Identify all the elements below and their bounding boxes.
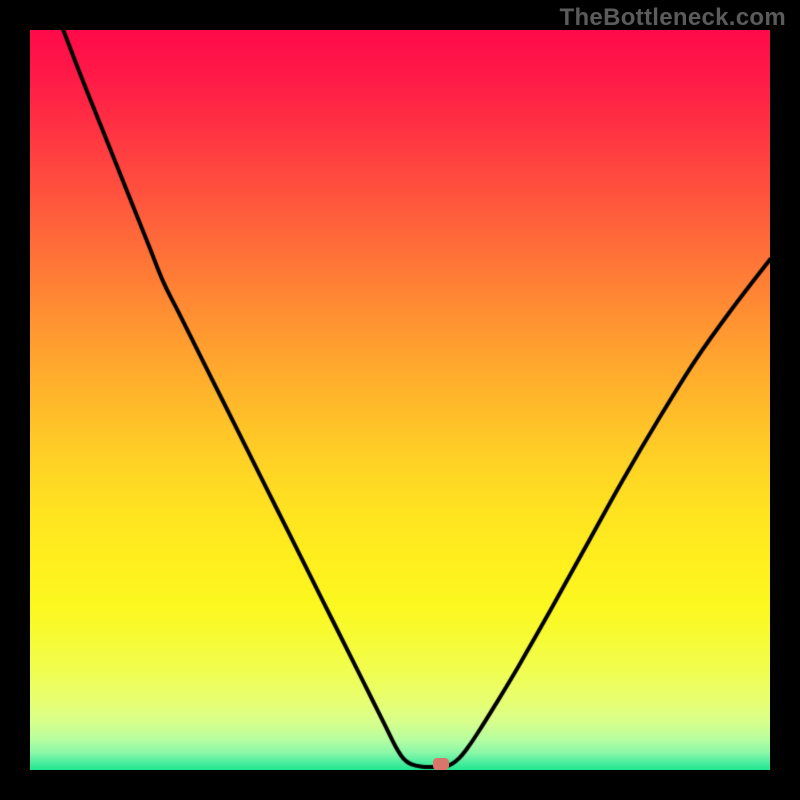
chart-curve-line bbox=[30, 30, 770, 770]
chart-plot-area bbox=[30, 30, 770, 770]
chart-min-marker bbox=[433, 758, 449, 770]
watermark-text: TheBottleneck.com bbox=[560, 4, 786, 32]
